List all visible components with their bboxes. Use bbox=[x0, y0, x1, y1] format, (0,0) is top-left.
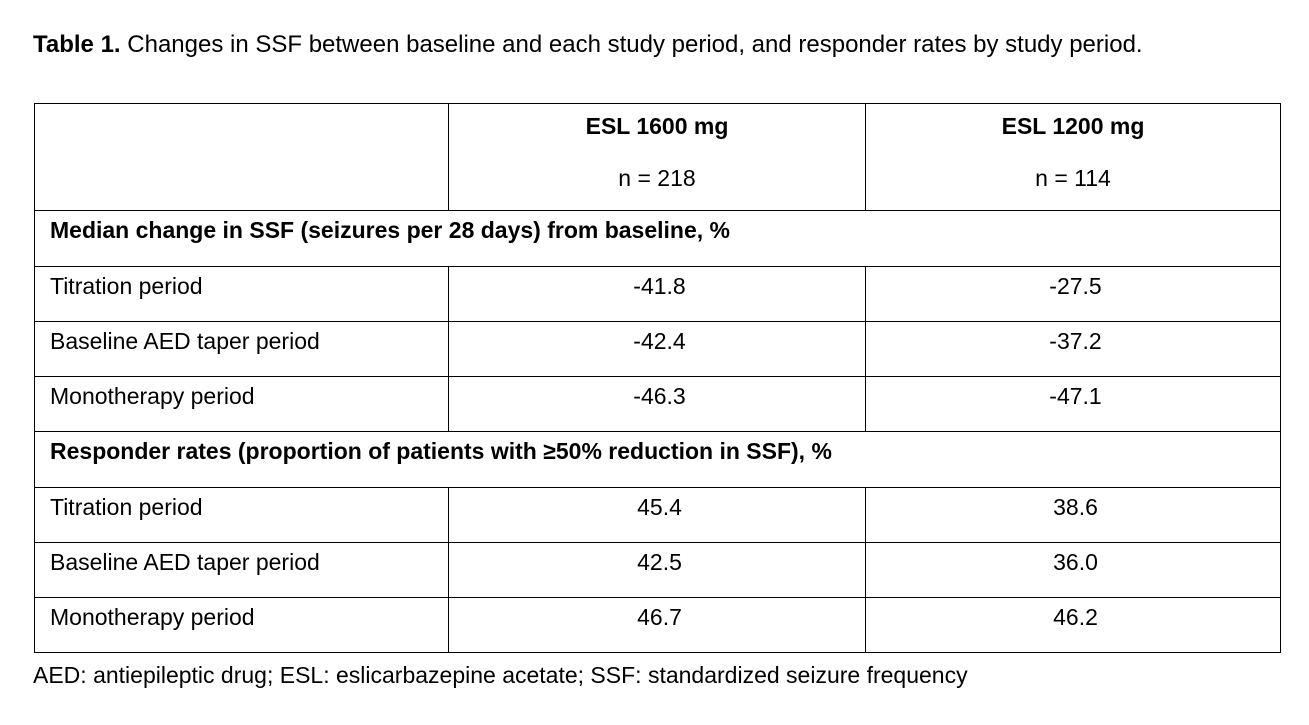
value-cell: -42.4 bbox=[448, 321, 866, 377]
table-row: Baseline AED taper period -42.4 -37.2 bbox=[34, 321, 1281, 377]
column-header-row: ESL 1600 mg n = 218 ESL 1200 mg n = 114 bbox=[34, 103, 1281, 211]
section-header-responder-rates: Responder rates (proportion of patients … bbox=[34, 431, 1281, 488]
sample-size-esl-1200: n = 114 bbox=[1035, 164, 1111, 191]
table-row: Titration period -41.8 -27.5 bbox=[34, 266, 1281, 322]
value-cell: 38.6 bbox=[865, 487, 1281, 543]
row-label: Titration period bbox=[34, 266, 449, 322]
table-caption-text: Changes in SSF between baseline and each… bbox=[127, 31, 1143, 58]
row-label: Titration period bbox=[34, 487, 449, 543]
header-cell-esl-1600: ESL 1600 mg n = 218 bbox=[448, 103, 866, 211]
abbreviations-footnote: AED: antiepileptic drug; ESL: eslicarbaz… bbox=[33, 662, 968, 688]
header-cell-esl-1200: ESL 1200 mg n = 114 bbox=[865, 103, 1281, 211]
value-cell: -41.8 bbox=[448, 266, 866, 322]
value-cell: -37.2 bbox=[865, 321, 1281, 377]
table-caption-label: Table 1. bbox=[33, 31, 121, 58]
drug-name-esl-1600: ESL 1600 mg bbox=[585, 113, 729, 139]
row-label: Monotherapy period bbox=[34, 597, 449, 653]
sample-size-esl-1600: n = 218 bbox=[618, 164, 696, 191]
table-row: Monotherapy period -46.3 -47.1 bbox=[34, 376, 1281, 432]
results-table: ESL 1600 mg n = 218 ESL 1200 mg n = 114 … bbox=[34, 103, 1281, 653]
table-row: Monotherapy period 46.7 46.2 bbox=[34, 597, 1281, 653]
value-cell: 36.0 bbox=[865, 542, 1281, 598]
section-header-median-change: Median change in SSF (seizures per 28 da… bbox=[34, 210, 1281, 267]
table-caption: Table 1. Changes in SSF between baseline… bbox=[33, 31, 1143, 60]
table-row: Baseline AED taper period 42.5 36.0 bbox=[34, 542, 1281, 598]
value-cell: 46.7 bbox=[448, 597, 866, 653]
table-row: Titration period 45.4 38.6 bbox=[34, 487, 1281, 543]
value-cell: -47.1 bbox=[865, 376, 1281, 432]
value-cell: -46.3 bbox=[448, 376, 866, 432]
section-header-row: Responder rates (proportion of patients … bbox=[34, 431, 1281, 488]
value-cell: 46.2 bbox=[865, 597, 1281, 653]
value-cell: 45.4 bbox=[448, 487, 866, 543]
row-label: Baseline AED taper period bbox=[34, 321, 449, 377]
header-empty-cell bbox=[34, 103, 449, 211]
row-label: Monotherapy period bbox=[34, 376, 449, 432]
section-header-row: Median change in SSF (seizures per 28 da… bbox=[34, 210, 1281, 267]
value-cell: -27.5 bbox=[865, 266, 1281, 322]
row-label: Baseline AED taper period bbox=[34, 542, 449, 598]
drug-name-esl-1200: ESL 1200 mg bbox=[1001, 113, 1145, 139]
value-cell: 42.5 bbox=[448, 542, 866, 598]
